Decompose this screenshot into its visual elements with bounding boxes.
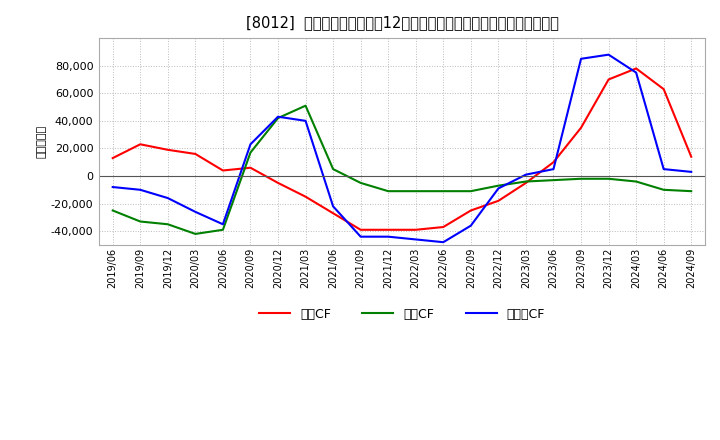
フリーCF [136, 187, 145, 192]
投資CF [109, 208, 117, 213]
投資CF [467, 188, 475, 194]
投資CF [604, 176, 613, 181]
フリーCF [356, 234, 365, 239]
投資CF [521, 179, 530, 184]
投資CF [632, 179, 641, 184]
営業CF [439, 224, 448, 230]
投資CF [577, 176, 585, 181]
フリーCF [439, 239, 448, 245]
投資CF [687, 188, 696, 194]
フリーCF [521, 172, 530, 177]
投資CF [274, 115, 282, 121]
営業CF [246, 165, 255, 170]
Y-axis label: （百万円）: （百万円） [37, 125, 47, 158]
投資CF [660, 187, 668, 192]
フリーCF [301, 118, 310, 124]
フリーCF [246, 142, 255, 147]
営業CF [191, 151, 199, 157]
フリーCF [577, 56, 585, 62]
フリーCF [411, 237, 420, 242]
投資CF [439, 188, 448, 194]
フリーCF [109, 184, 117, 190]
営業CF [632, 66, 641, 71]
投資CF [549, 177, 558, 183]
Title: [8012]  キャッシュフローの12か月移動合計の対前年同期増減額の推移: [8012] キャッシュフローの12か月移動合計の対前年同期増減額の推移 [246, 15, 559, 30]
営業CF [329, 211, 338, 216]
フリーCF [549, 166, 558, 172]
フリーCF [632, 70, 641, 75]
フリーCF [191, 209, 199, 214]
投資CF [356, 180, 365, 186]
営業CF [494, 198, 503, 203]
営業CF [384, 227, 392, 232]
フリーCF [687, 169, 696, 175]
フリーCF [604, 52, 613, 57]
フリーCF [384, 234, 392, 239]
フリーCF [660, 166, 668, 172]
投資CF [384, 188, 392, 194]
営業CF [109, 155, 117, 161]
営業CF [687, 154, 696, 159]
Line: 投資CF: 投資CF [113, 106, 691, 234]
営業CF [219, 168, 228, 173]
投資CF [246, 150, 255, 155]
フリーCF [329, 204, 338, 209]
フリーCF [274, 114, 282, 119]
フリーCF [494, 186, 503, 191]
営業CF [521, 180, 530, 186]
営業CF [301, 194, 310, 199]
投資CF [219, 227, 228, 232]
フリーCF [219, 222, 228, 227]
投資CF [301, 103, 310, 108]
投資CF [494, 183, 503, 188]
営業CF [136, 142, 145, 147]
営業CF [660, 87, 668, 92]
投資CF [136, 219, 145, 224]
Line: 営業CF: 営業CF [113, 69, 691, 230]
投資CF [329, 166, 338, 172]
投資CF [163, 222, 172, 227]
投資CF [411, 188, 420, 194]
営業CF [411, 227, 420, 232]
営業CF [274, 180, 282, 186]
営業CF [604, 77, 613, 82]
Legend: 営業CF, 投資CF, フリーCF: 営業CF, 投資CF, フリーCF [253, 303, 550, 326]
営業CF [549, 160, 558, 165]
フリーCF [163, 195, 172, 201]
Line: フリーCF: フリーCF [113, 55, 691, 242]
営業CF [467, 208, 475, 213]
フリーCF [467, 223, 475, 228]
投資CF [191, 231, 199, 237]
営業CF [356, 227, 365, 232]
営業CF [163, 147, 172, 152]
営業CF [577, 125, 585, 130]
